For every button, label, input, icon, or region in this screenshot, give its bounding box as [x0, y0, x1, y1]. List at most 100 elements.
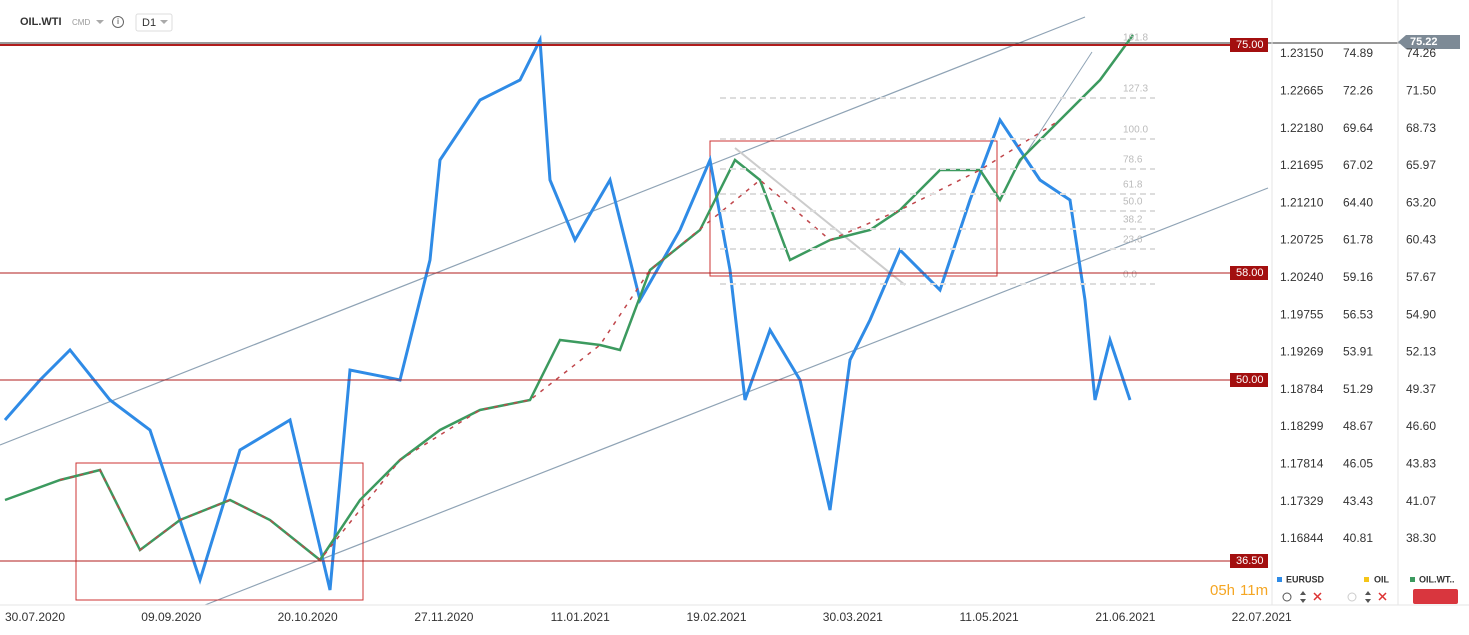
legend-swatch: [1364, 577, 1369, 582]
date-label: 30.03.2021: [823, 610, 883, 624]
price-label: 46.60: [1406, 419, 1436, 433]
legend-swatch: [1410, 577, 1415, 582]
settings-button[interactable]: [1413, 589, 1458, 604]
price-label: 1.21695: [1280, 158, 1324, 172]
info-icon[interactable]: [112, 16, 124, 28]
eurusd-price-path: [4, 34, 1135, 562]
price-label: 60.43: [1406, 233, 1436, 247]
price-label: 74.89: [1343, 46, 1373, 60]
legend-label: OIL: [1374, 574, 1390, 584]
price-label: 1.20725: [1280, 233, 1324, 247]
price-label: 1.23150: [1280, 46, 1324, 60]
price-label: 1.19755: [1280, 307, 1324, 321]
level-tag: [1230, 373, 1268, 387]
dropdown-icon[interactable]: [160, 20, 168, 24]
price-label: 72.26: [1343, 83, 1373, 97]
interval-select[interactable]: [135, 13, 173, 32]
price-label: 1.21210: [1280, 195, 1324, 209]
price-label: 67.02: [1343, 158, 1373, 172]
interval[interactable]: D1: [142, 17, 156, 29]
price-label: 1.17814: [1280, 456, 1324, 470]
fib-label: 61.8: [1123, 180, 1143, 191]
price-label: 63.20: [1406, 195, 1436, 209]
price-label: 53.91: [1343, 345, 1373, 359]
price-label: 74.26: [1406, 46, 1436, 60]
price-label: 43.43: [1343, 494, 1373, 508]
fib-label: 161.8: [1123, 33, 1148, 44]
fib-label: 38.2: [1123, 215, 1143, 226]
oil-price-path: [3, 34, 1132, 591]
price-label: 51.29: [1343, 382, 1373, 396]
fib-label: 100.0: [1123, 125, 1148, 136]
dropdown-icon[interactable]: [96, 20, 104, 24]
price-label: 71.50: [1406, 83, 1436, 97]
trend-line: [734, 147, 906, 286]
range-box: [709, 140, 998, 277]
date-label: 20.10.2020: [278, 610, 338, 624]
level-tag: [1230, 554, 1268, 568]
date-label: 11.05.2021: [960, 610, 1019, 624]
price-label: 69.64: [1343, 121, 1373, 135]
info-text[interactable]: i: [117, 17, 119, 26]
price-label: 38.30: [1406, 531, 1436, 545]
level-label: 36.50: [1236, 555, 1264, 567]
price-label: 46.05: [1343, 456, 1373, 470]
range-box: [75, 462, 364, 601]
badge: CMD: [72, 18, 90, 27]
level-label: 75.00: [1236, 39, 1264, 51]
channel-line: [0, 16, 1086, 446]
move-button[interactable]: [1300, 591, 1306, 603]
level-label: 50.00: [1236, 374, 1264, 386]
price-label: 59.16: [1343, 270, 1373, 284]
visibility-toggle[interactable]: [1282, 592, 1292, 602]
legend-swatch: [1277, 577, 1282, 582]
timer-minutes: 11m: [1240, 582, 1268, 599]
move-button[interactable]: [1365, 591, 1371, 603]
legend-label: EURUSD: [1286, 574, 1325, 584]
fib-label: 0.0: [1123, 270, 1137, 281]
legend-label: OIL.WT..: [1419, 574, 1455, 584]
date-label: 11.01.2021: [551, 610, 610, 624]
price-label: 68.73: [1406, 121, 1436, 135]
channel-line: [204, 187, 1269, 606]
price-label: 49.37: [1406, 382, 1436, 396]
date-label: 30.07.2020: [5, 610, 65, 624]
price-label: 65.97: [1406, 158, 1436, 172]
level-tag: [1230, 38, 1268, 52]
price-label: 1.22665: [1280, 83, 1324, 97]
price-label: 1.18299: [1280, 419, 1324, 433]
price-label: 64.40: [1343, 195, 1373, 209]
price-label: 48.67: [1343, 419, 1373, 433]
visibility-toggle[interactable]: [1347, 592, 1357, 602]
fib-label: 50.0: [1123, 197, 1143, 208]
date-label: 27.11.2020: [414, 610, 473, 624]
price-label: 1.19269: [1280, 345, 1324, 359]
remove-button[interactable]: [1313, 592, 1322, 601]
date-label: 19.02.2021: [686, 610, 746, 624]
fib-label: 23.6: [1123, 235, 1143, 246]
price-label: 1.16844: [1280, 531, 1324, 545]
timer-hours: 05h: [1210, 582, 1235, 599]
level-tag: [1230, 266, 1268, 280]
price-label: 1.20240: [1280, 270, 1324, 284]
price-label: 1.18784: [1280, 382, 1324, 396]
date-label: 21.06.2021: [1095, 610, 1155, 624]
current-price-tag: [1398, 35, 1460, 49]
current-price: 75.22: [1410, 36, 1438, 48]
date-label: 09.09.2020: [141, 610, 201, 624]
price-label: 41.07: [1406, 494, 1436, 508]
price-label: 61.78: [1343, 233, 1373, 247]
fib-label: 127.3: [1123, 84, 1148, 95]
price-label: 57.67: [1406, 270, 1436, 284]
price-label: 40.81: [1343, 531, 1373, 545]
price-label: 43.83: [1406, 456, 1436, 470]
price-label: 56.53: [1343, 307, 1373, 321]
fib-label: 78.6: [1123, 155, 1143, 166]
price-label: 52.13: [1406, 345, 1436, 359]
symbol[interactable]: OIL.WTI: [20, 16, 62, 28]
remove-button[interactable]: [1378, 592, 1387, 601]
date-label: 22.07.2021: [1232, 610, 1292, 624]
price-label: 54.90: [1406, 307, 1436, 321]
level-label: 58.00: [1236, 267, 1264, 279]
